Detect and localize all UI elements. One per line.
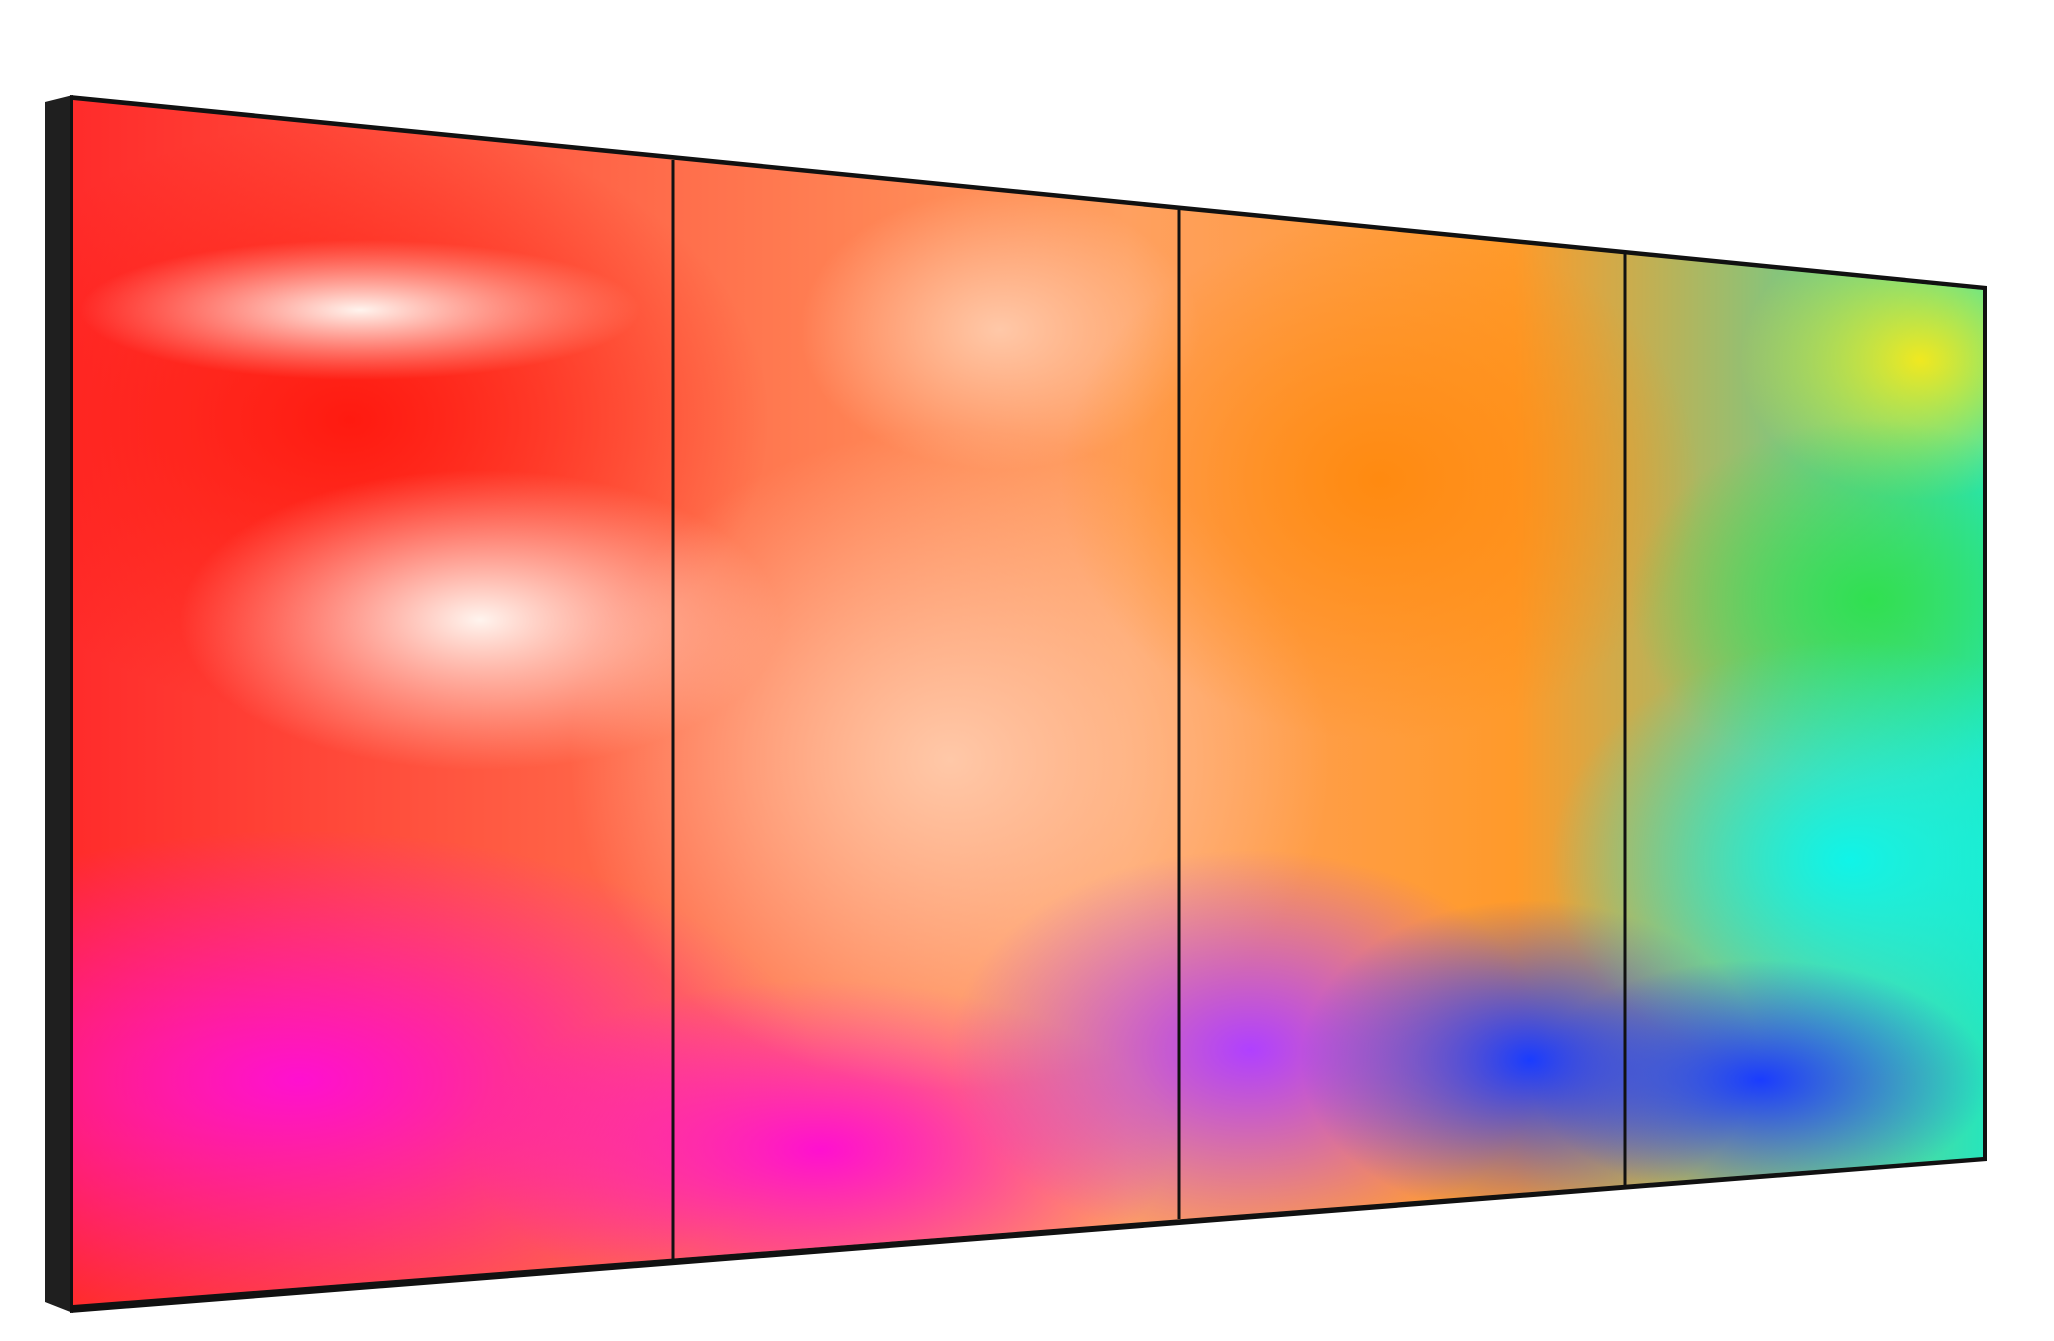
screen-artwork: [73, 100, 1983, 1305]
wall-side-frame: [45, 95, 73, 1313]
